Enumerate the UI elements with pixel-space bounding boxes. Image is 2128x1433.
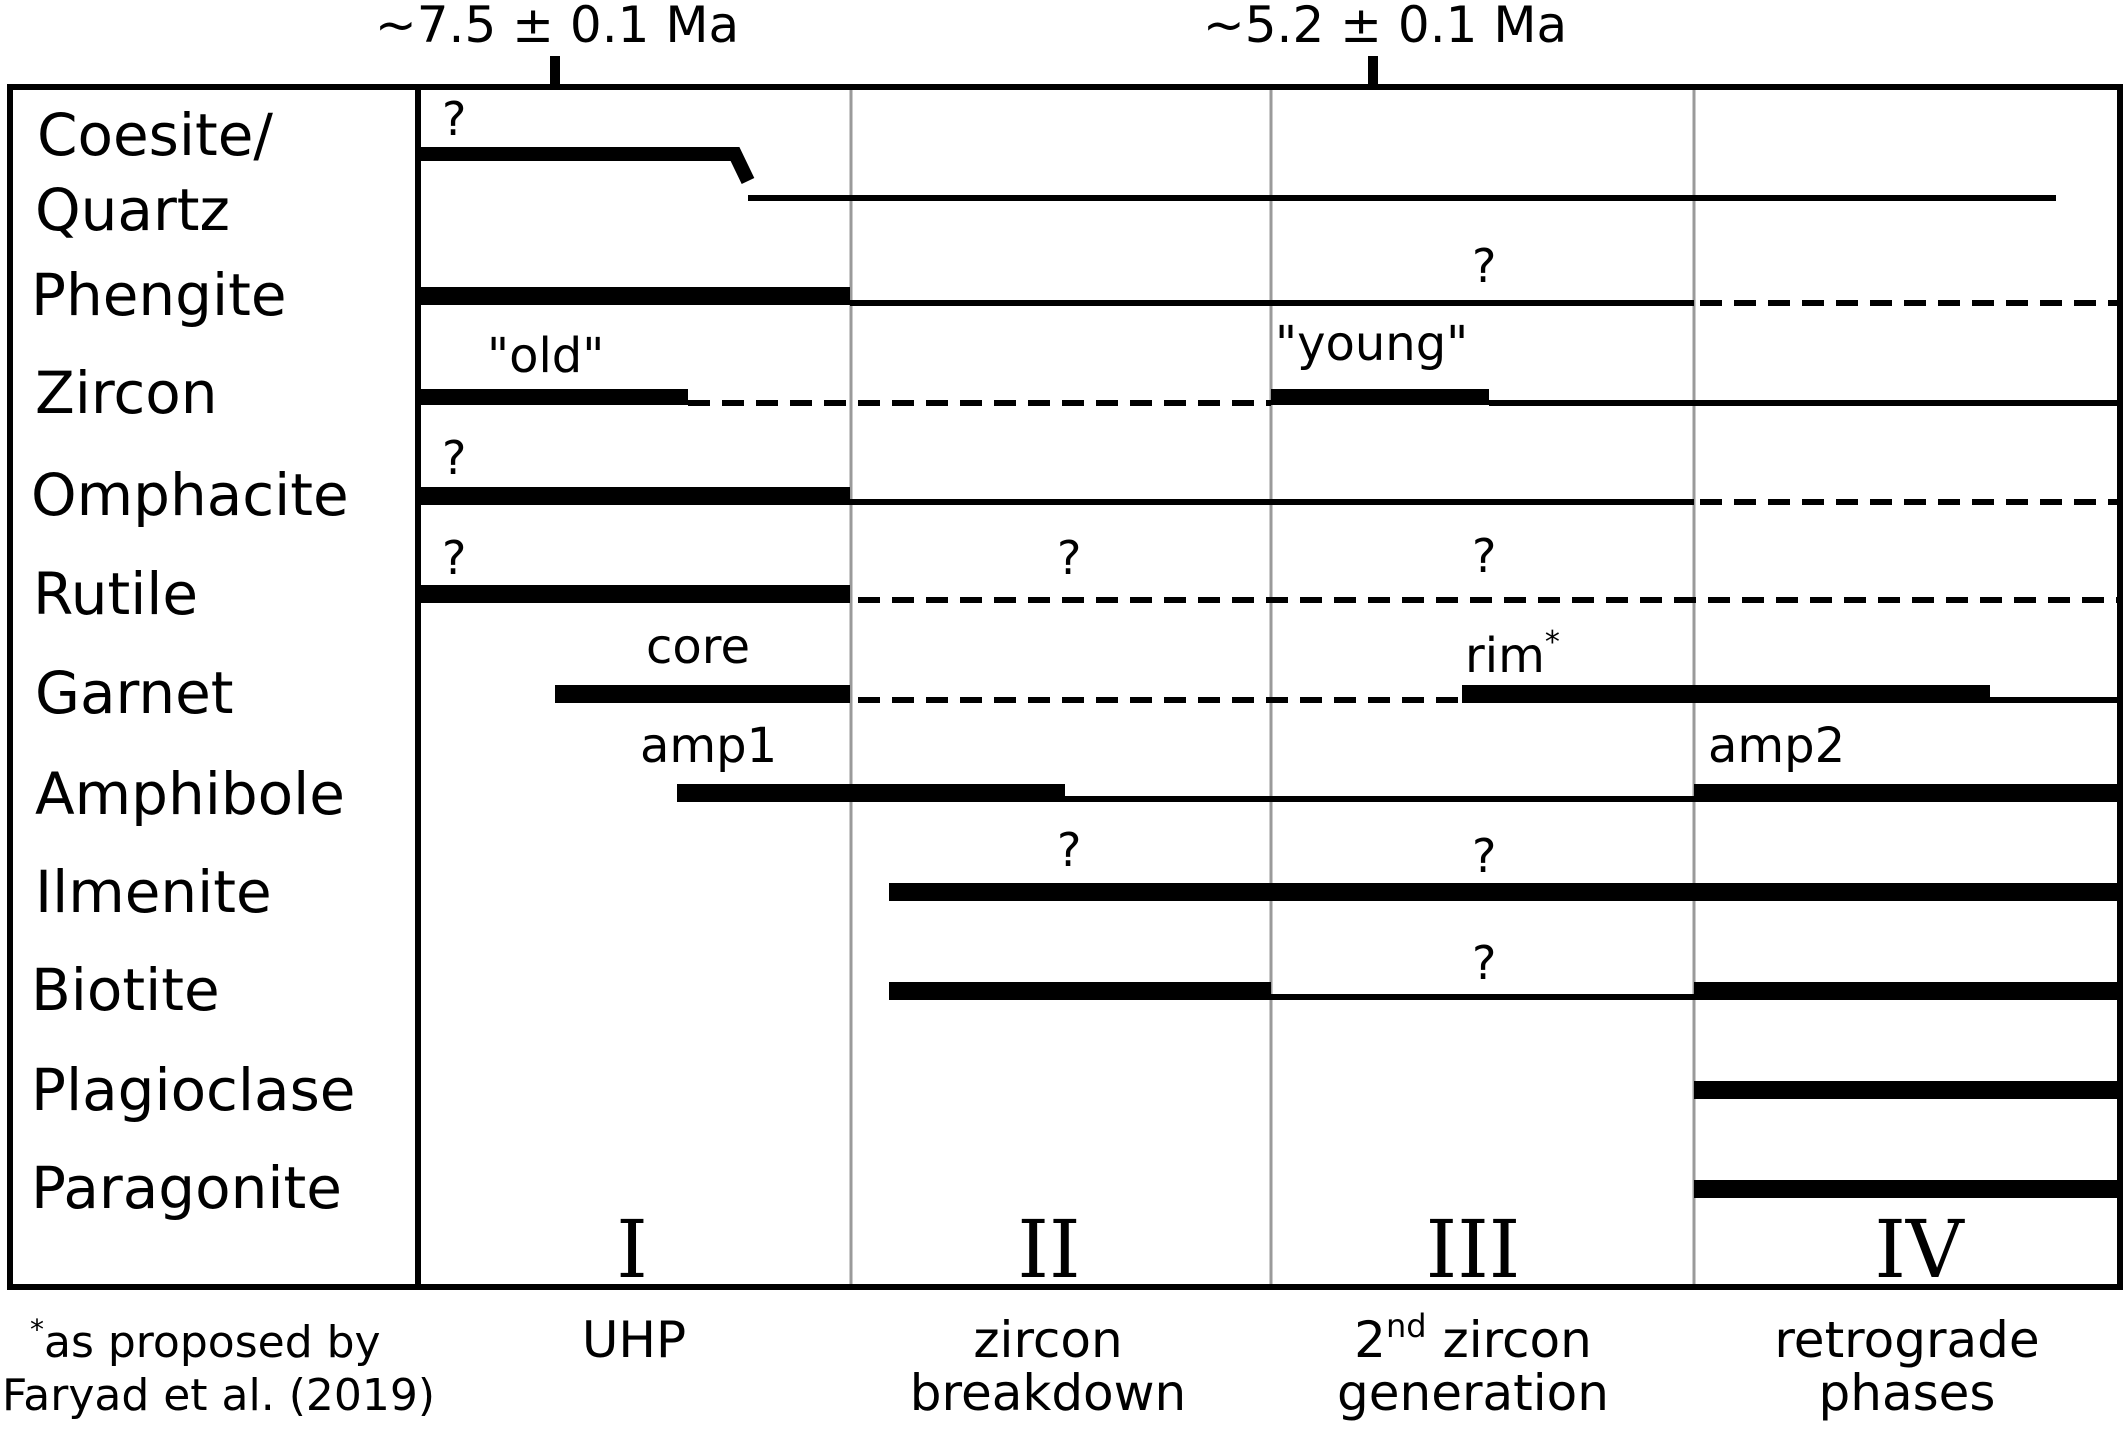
- mineral-label-rutile: Rutile: [33, 560, 198, 628]
- question-mark-omphacite: ?: [442, 431, 466, 485]
- amphibole-amp1-label: amp1: [640, 718, 777, 774]
- age-label-early: ~7.5 ± 0.1 Ma: [375, 0, 739, 54]
- stage-name-3-line-1: 2nd zircon: [1354, 1307, 1592, 1369]
- question-mark-rutile-3: ?: [1472, 529, 1496, 583]
- stage-name-3-ordinal: 2: [1354, 1311, 1386, 1369]
- mineral-label-phengite: Phengite: [31, 261, 287, 329]
- amphibole-amp2-label: amp2: [1708, 718, 1845, 774]
- footnote-mark: *: [30, 1313, 44, 1346]
- mineral-label-ilmenite: Ilmenite: [35, 858, 272, 926]
- mineral-label-paragonite: Paragonite: [31, 1154, 342, 1222]
- zircon-old-label: "old": [487, 328, 604, 384]
- coesite-stability-bar: [420, 147, 755, 185]
- stage-name-3-rest: zircon: [1427, 1311, 1592, 1369]
- question-mark-ilmenite-2: ?: [1472, 829, 1496, 883]
- stage-name-3-ordinal-suffix: nd: [1386, 1307, 1427, 1345]
- question-mark-ilmenite-1: ?: [1057, 823, 1081, 877]
- question-mark-phengite: ?: [1472, 239, 1496, 293]
- footnote-line-2: Faryad et al. (2019): [2, 1370, 435, 1421]
- stage-numeral-2: II: [1017, 1203, 1080, 1296]
- zircon-young-label: "young": [1275, 316, 1468, 372]
- stage-name-2-line-2: breakdown: [910, 1364, 1186, 1422]
- stage-numeral-1: I: [616, 1203, 648, 1296]
- stage-name-4-line-2: phases: [1819, 1364, 1996, 1422]
- stage-name-4-line-1: retrograde: [1774, 1311, 2039, 1369]
- stage-name-1: UHP: [582, 1311, 686, 1369]
- mineral-label-omphacite: Omphacite: [31, 461, 349, 529]
- stage-name-3-line-2: generation: [1337, 1364, 1609, 1422]
- garnet-rim-label: rim*: [1465, 625, 1560, 684]
- question-mark-rutile-1: ?: [442, 531, 466, 585]
- garnet-rim-text: rim: [1465, 628, 1545, 684]
- mineral-label-coesite: Coesite/: [37, 101, 273, 169]
- question-mark-biotite: ?: [1472, 936, 1496, 990]
- mineral-label-zircon: Zircon: [35, 359, 218, 427]
- mineral-label-plagioclase: Plagioclase: [31, 1056, 356, 1124]
- mineral-label-garnet: Garnet: [35, 659, 234, 727]
- mineral-label-quartz: Quartz: [35, 176, 230, 244]
- stage-numeral-3: III: [1426, 1203, 1521, 1296]
- garnet-core-label: core: [646, 619, 750, 675]
- footnote-text-1: as proposed by: [44, 1317, 381, 1368]
- question-mark-rutile-2: ?: [1057, 531, 1081, 585]
- stage-numeral-4: IV: [1874, 1203, 1965, 1296]
- mineral-label-biotite: Biotite: [31, 956, 220, 1024]
- mineral-label-amphibole: Amphibole: [35, 760, 345, 828]
- stage-name-2-line-1: zircon: [973, 1311, 1122, 1369]
- age-label-late: ~5.2 ± 0.1 Ma: [1203, 0, 1567, 54]
- chart-frame: [7, 84, 2123, 1290]
- garnet-rim-footnote-mark: *: [1545, 625, 1560, 660]
- question-mark-coesite: ?: [442, 92, 466, 146]
- footnote-line-1: *as proposed by: [30, 1313, 381, 1368]
